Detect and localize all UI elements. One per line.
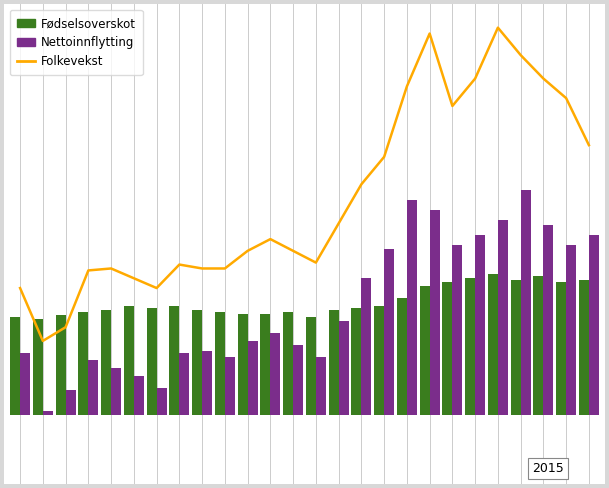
Bar <box>384 249 394 415</box>
Bar <box>79 311 88 415</box>
Bar <box>55 315 66 415</box>
Bar <box>248 341 258 415</box>
Bar <box>111 368 121 415</box>
Bar <box>238 313 248 415</box>
Bar <box>33 319 43 415</box>
Bar <box>270 333 280 415</box>
Legend: Fødselsoverskot, Nettoinnflytting, Folkevekst: Fødselsoverskot, Nettoinnflytting, Folke… <box>10 10 143 75</box>
Bar <box>283 311 293 415</box>
Bar <box>124 305 134 415</box>
Bar <box>134 376 144 415</box>
Bar <box>361 278 371 415</box>
Bar <box>442 282 452 415</box>
Bar <box>510 280 521 415</box>
Bar <box>465 278 475 415</box>
Bar <box>329 309 339 415</box>
Bar <box>498 220 508 415</box>
Bar <box>566 245 576 415</box>
Bar <box>316 357 326 415</box>
Bar <box>225 357 235 415</box>
Bar <box>533 276 543 415</box>
Bar <box>589 235 599 415</box>
Bar <box>579 280 589 415</box>
Bar <box>293 345 303 415</box>
Bar <box>420 286 429 415</box>
Bar <box>157 388 167 415</box>
Bar <box>66 390 76 415</box>
Bar <box>407 200 417 415</box>
Bar <box>20 353 30 415</box>
Bar <box>306 317 316 415</box>
Bar <box>475 235 485 415</box>
Bar <box>88 361 99 415</box>
Bar <box>180 353 189 415</box>
Bar <box>192 309 202 415</box>
Text: 2015: 2015 <box>532 462 564 475</box>
Bar <box>521 190 530 415</box>
Bar <box>374 305 384 415</box>
Bar <box>488 274 498 415</box>
Bar <box>351 307 361 415</box>
Bar <box>169 305 180 415</box>
Bar <box>101 309 111 415</box>
Bar <box>397 298 407 415</box>
Bar <box>202 351 212 415</box>
Bar <box>10 317 20 415</box>
Bar <box>339 321 348 415</box>
Bar <box>147 307 157 415</box>
Bar <box>43 411 53 415</box>
Bar <box>429 210 440 415</box>
Bar <box>452 245 462 415</box>
Bar <box>215 311 225 415</box>
Bar <box>543 225 554 415</box>
Bar <box>261 313 270 415</box>
Bar <box>556 282 566 415</box>
